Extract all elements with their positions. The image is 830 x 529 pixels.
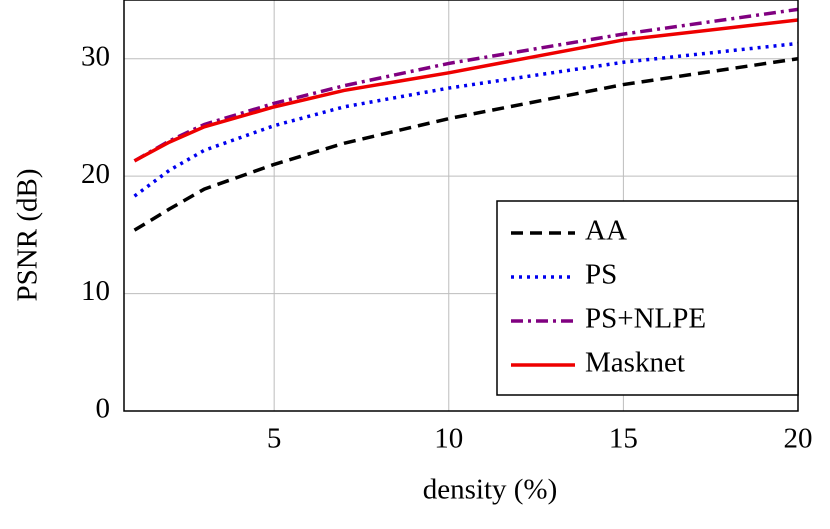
legend-label: Masknet xyxy=(585,347,685,379)
series-line xyxy=(133,7,798,163)
x-tick-label: 15 xyxy=(609,423,638,455)
y-tick-label: 10 xyxy=(81,275,110,307)
y-tick-label: 30 xyxy=(81,40,110,72)
y-tick-label: 0 xyxy=(96,393,111,425)
series-line xyxy=(133,41,798,198)
series-line xyxy=(133,18,798,163)
legend-label: AA xyxy=(585,215,627,247)
x-tick-label: 10 xyxy=(434,423,463,455)
series-line xyxy=(133,56,798,232)
y-tick-label: 20 xyxy=(81,158,110,190)
legend-label: PS xyxy=(585,259,617,291)
x-axis-label: density (%) xyxy=(423,474,558,506)
legend-box xyxy=(496,200,799,396)
x-tick-label: 5 xyxy=(267,423,282,455)
legend-label: PS+NLPE xyxy=(585,303,706,335)
x-tick-label: 20 xyxy=(784,423,813,455)
y-axis-label: PSNR (dB) xyxy=(12,169,44,302)
